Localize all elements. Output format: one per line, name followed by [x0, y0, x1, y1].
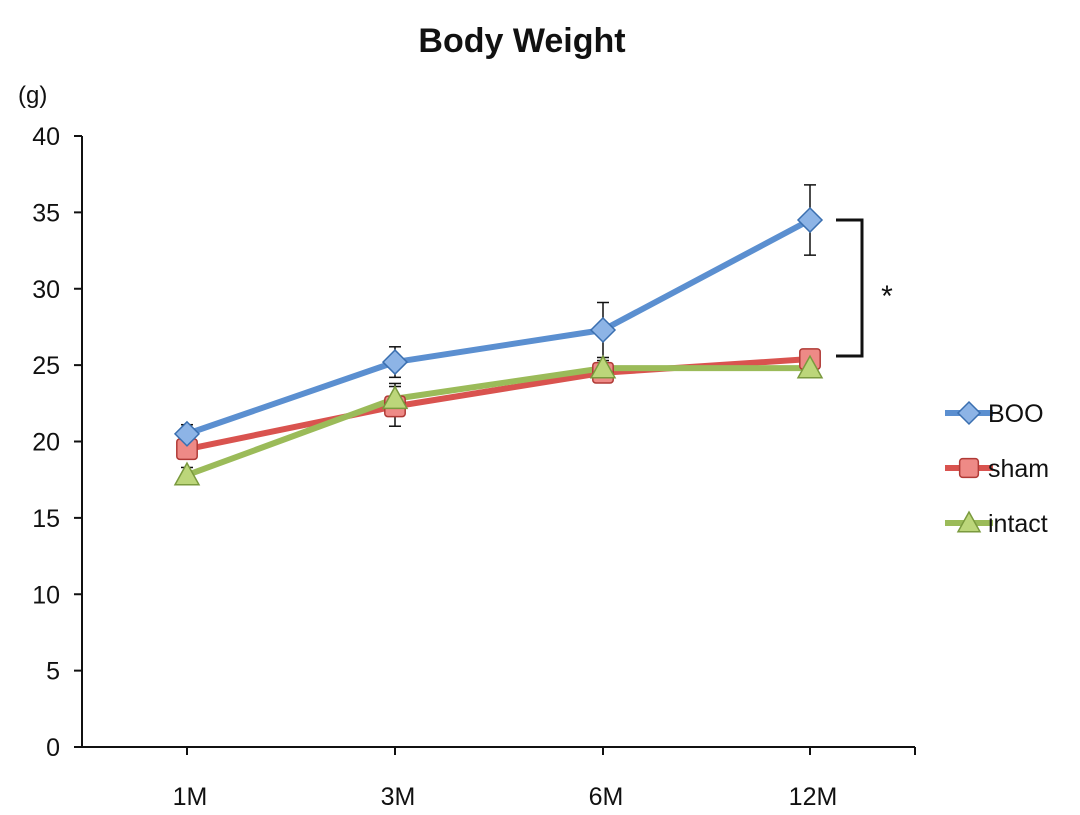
x-tick-label: 3M	[381, 783, 416, 811]
x-tick-label: 1M	[173, 783, 208, 811]
y-axis-ticks: 0 5 10 15 20 25 30 35 40	[32, 123, 82, 762]
legend-label-intact: intact	[988, 510, 1048, 538]
legend-label-sham: sham	[988, 455, 1049, 483]
y-axis-unit: (g)	[18, 82, 47, 109]
y-tick-label: 25	[32, 352, 60, 380]
significance-bracket	[836, 218, 864, 358]
series-lines	[185, 217, 812, 478]
series-line-intact	[185, 365, 810, 478]
legend-marker-sham	[958, 457, 980, 479]
significance-annotation: *	[836, 218, 893, 358]
data-point-BOO	[589, 316, 617, 344]
legend-label-BOO: BOO	[988, 400, 1044, 428]
data-point-BOO	[173, 420, 201, 447]
legend: BOO sham intact	[945, 400, 1049, 538]
y-tick-label: 30	[32, 276, 60, 304]
legend-marker-intact	[956, 510, 982, 533]
data-point-intact	[173, 461, 201, 486]
y-tick-label: 15	[32, 505, 60, 533]
legend-marker-BOO	[956, 400, 982, 426]
y-tick-label: 20	[32, 429, 60, 457]
data-point-BOO	[381, 349, 409, 376]
series-line-BOO	[186, 217, 812, 437]
significance-asterisk: *	[881, 280, 893, 313]
data-point-intact	[381, 385, 409, 410]
data-point-BOO	[796, 206, 824, 234]
y-tick-label: 10	[32, 581, 60, 609]
x-tick-label: 12M	[789, 783, 838, 811]
error-bars	[181, 184, 816, 484]
x-tick-label: 6M	[589, 783, 624, 811]
data-point-intact	[796, 354, 824, 379]
series-markers	[173, 206, 824, 486]
y-tick-label: 5	[46, 658, 60, 686]
y-tick-label: 40	[32, 123, 60, 151]
y-tick-label: 35	[32, 199, 60, 227]
x-axis-ticks: 1M 3M 6M 12M	[173, 747, 916, 811]
y-tick-label: 0	[46, 734, 60, 762]
chart-title: Body Weight	[418, 22, 625, 60]
data-point-intact	[589, 354, 617, 379]
